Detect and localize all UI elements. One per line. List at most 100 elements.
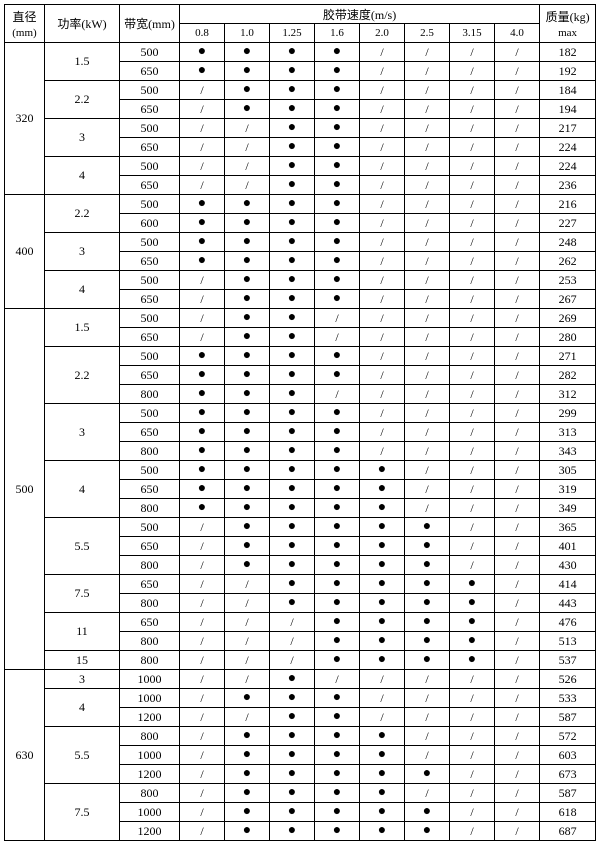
cell-speed: / (495, 81, 540, 100)
table-row: 3500//●●////217 (5, 119, 596, 138)
cell-speed: ● (225, 822, 270, 841)
cell-speed: ● (405, 575, 450, 594)
cell-mass: 182 (540, 43, 596, 62)
cell-speed: / (405, 708, 450, 727)
cell-speed: / (450, 43, 495, 62)
cell-speed: / (360, 309, 405, 328)
cell-speed: / (495, 746, 540, 765)
cell-speed: / (360, 423, 405, 442)
cell-speed: / (495, 309, 540, 328)
cell-speed: / (450, 556, 495, 575)
cell-speed: / (495, 803, 540, 822)
cell-speed: / (450, 195, 495, 214)
cell-mass: 476 (540, 613, 596, 632)
cell-speed: / (495, 784, 540, 803)
cell-speed: ● (270, 81, 315, 100)
cell-speed: ● (180, 347, 225, 366)
cell-speed: ● (315, 651, 360, 670)
table-row: 4500●●●●●///305 (5, 461, 596, 480)
cell-speed: / (450, 176, 495, 195)
cell-speed: ● (270, 404, 315, 423)
cell-speed: / (405, 138, 450, 157)
cell-speed: ● (315, 252, 360, 271)
cell-speed: / (405, 423, 450, 442)
cell-speed: ● (360, 594, 405, 613)
cell-speed: ● (315, 195, 360, 214)
cell-speed: / (495, 670, 540, 689)
cell-speed: ● (270, 309, 315, 328)
cell-width: 500 (120, 309, 180, 328)
cell-speed: / (225, 575, 270, 594)
cell-speed: ● (450, 651, 495, 670)
cell-speed: / (180, 594, 225, 613)
cell-speed: ● (360, 727, 405, 746)
table-row: 3500●●●●////248 (5, 233, 596, 252)
cell-speed: ● (180, 214, 225, 233)
cell-speed: / (360, 404, 405, 423)
cell-speed: / (495, 480, 540, 499)
cell-speed: / (450, 81, 495, 100)
table-row: 2.2500●●●●////271 (5, 347, 596, 366)
cell-mass: 687 (540, 822, 596, 841)
cell-power: 3 (45, 404, 120, 461)
cell-mass: 194 (540, 100, 596, 119)
cell-speed: ● (225, 328, 270, 347)
cell-speed: / (360, 100, 405, 119)
cell-speed: ● (315, 347, 360, 366)
cell-power: 11 (45, 613, 120, 651)
cell-speed: / (180, 176, 225, 195)
cell-speed: / (405, 252, 450, 271)
cell-diameter: 400 (5, 195, 45, 309)
cell-speed: ● (270, 328, 315, 347)
cell-speed: ● (225, 347, 270, 366)
cell-speed: ● (270, 366, 315, 385)
cell-speed: ● (270, 271, 315, 290)
cell-speed: / (495, 157, 540, 176)
cell-speed: / (450, 518, 495, 537)
cell-speed: ● (180, 404, 225, 423)
cell-speed: / (450, 290, 495, 309)
cell-speed: / (450, 62, 495, 81)
cell-mass: 343 (540, 442, 596, 461)
cell-mass: 248 (540, 233, 596, 252)
cell-speed: / (450, 461, 495, 480)
cell-width: 650 (120, 290, 180, 309)
table-header: 直径 (mm) 功率(kW) 带宽(mm) 胶带速度(m/s) 质量(kg) m… (5, 5, 596, 43)
cell-speed: / (180, 537, 225, 556)
table-row: 5001.5500/●●/////269 (5, 309, 596, 328)
cell-speed: ● (315, 765, 360, 784)
cell-speed: ● (450, 594, 495, 613)
cell-speed: ● (315, 499, 360, 518)
cell-speed: / (405, 347, 450, 366)
cell-speed: / (450, 822, 495, 841)
cell-speed: / (405, 328, 450, 347)
cell-speed: / (495, 62, 540, 81)
cell-speed: ● (225, 480, 270, 499)
cell-speed: ● (225, 195, 270, 214)
cell-speed: ● (315, 43, 360, 62)
cell-width: 650 (120, 252, 180, 271)
cell-speed: / (405, 404, 450, 423)
cell-mass: 513 (540, 632, 596, 651)
cell-speed: / (180, 746, 225, 765)
cell-speed: / (405, 461, 450, 480)
cell-width: 1000 (120, 670, 180, 689)
cell-width: 800 (120, 784, 180, 803)
table-row: 4500//●●////224 (5, 157, 596, 176)
cell-speed: ● (360, 480, 405, 499)
cell-speed: / (450, 119, 495, 138)
cell-speed: ● (270, 480, 315, 499)
cell-speed: ● (225, 518, 270, 537)
cell-speed: / (180, 328, 225, 347)
cell-speed: / (495, 43, 540, 62)
hdr-speed-col: 0.8 (180, 24, 225, 43)
cell-speed: ● (405, 537, 450, 556)
cell-speed: / (495, 822, 540, 841)
cell-power: 7.5 (45, 784, 120, 841)
cell-speed: / (495, 499, 540, 518)
cell-speed: ● (180, 252, 225, 271)
cell-mass: 253 (540, 271, 596, 290)
cell-speed: / (450, 746, 495, 765)
cell-width: 650 (120, 366, 180, 385)
cell-speed: / (450, 423, 495, 442)
